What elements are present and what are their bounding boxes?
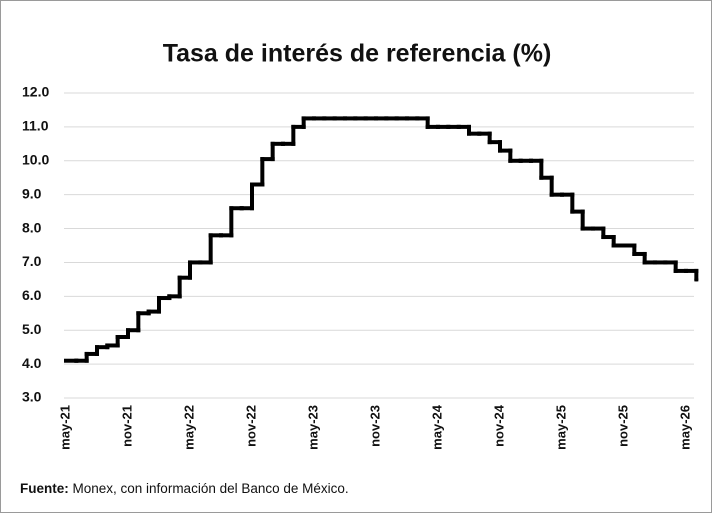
y-tick-label: 6.0 [22,287,42,303]
chart-title: Tasa de interés de referencia (%) [163,40,552,68]
y-tick-label: 4.0 [22,355,42,371]
y-tick-label: 7.0 [22,253,42,269]
y-tick-label: 8.0 [22,219,42,235]
x-tick-label: nov-24 [491,404,506,447]
step-end [694,277,699,282]
x-tick-label: may-26 [677,405,692,450]
x-tick-label: nov-25 [615,405,630,447]
x-tick-label: may-25 [553,405,568,450]
x-tick-label: may-21 [57,405,72,450]
y-tick-label: 3.0 [22,389,42,405]
source: Fuente: Monex, con información del Banco… [20,481,349,496]
source-label: Fuente: [20,481,69,496]
x-tick-label: may-24 [429,404,444,450]
y-tick-label: 10.0 [22,151,49,167]
source-text: Monex, con información del Banco de Méxi… [73,481,349,496]
x-tick-label: may-23 [305,405,320,450]
y-tick-label: 12.0 [22,84,49,100]
y-tick-label: 9.0 [22,185,42,201]
x-tick-label: nov-23 [367,405,382,447]
x-tick-label: may-22 [181,405,196,450]
y-tick-label: 5.0 [22,321,42,337]
y-tick-label: 11.0 [22,118,49,134]
x-tick-label: nov-22 [243,405,258,447]
x-tick-label: nov-21 [119,405,134,447]
